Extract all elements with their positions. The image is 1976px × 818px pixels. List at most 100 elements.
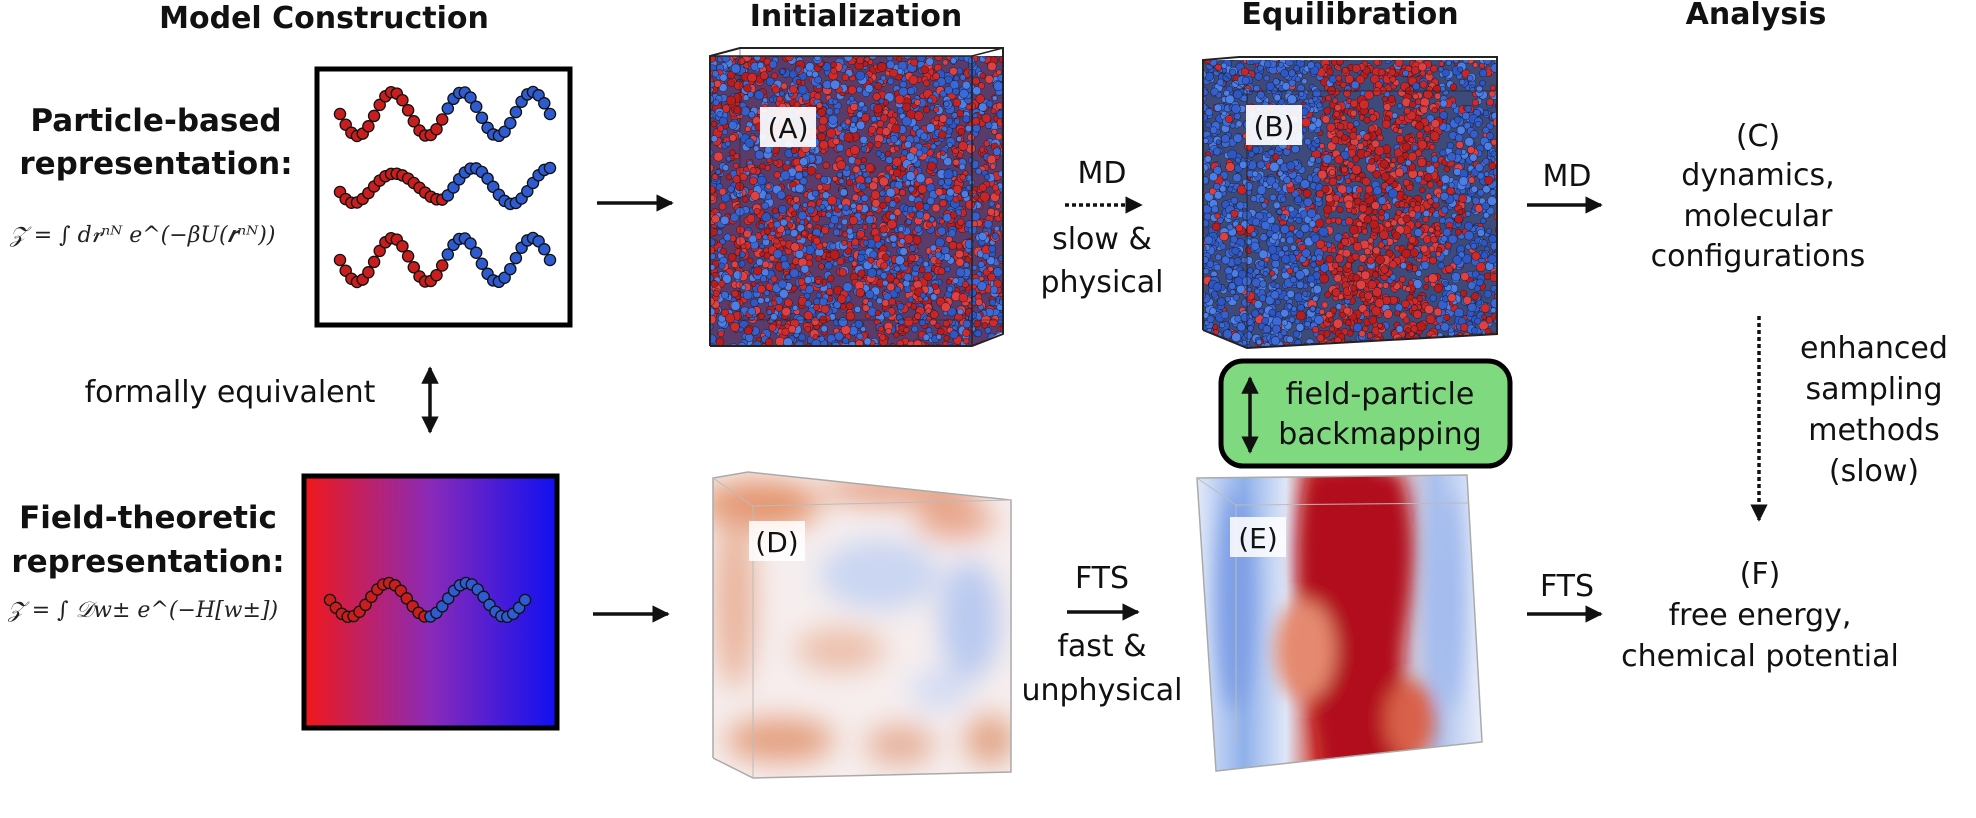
particle-bead bbox=[977, 281, 987, 291]
particle-bead bbox=[1480, 217, 1487, 225]
particle-bead bbox=[894, 265, 901, 272]
particle-bead bbox=[1269, 193, 1277, 202]
particle-bead bbox=[1422, 342, 1432, 348]
particle-bead bbox=[797, 278, 806, 286]
particle-bead bbox=[959, 74, 966, 81]
particle-bead bbox=[856, 56, 865, 65]
particle-bead bbox=[851, 193, 860, 202]
particle-bead bbox=[1474, 204, 1483, 213]
particle-bead bbox=[975, 168, 982, 175]
particle-bead bbox=[1312, 226, 1319, 233]
particle-bead bbox=[801, 230, 808, 237]
particle-bead bbox=[1209, 307, 1217, 315]
particle-bead bbox=[804, 326, 811, 333]
particle-bead bbox=[1195, 167, 1202, 174]
particle-bead bbox=[951, 112, 958, 119]
particle-bead bbox=[1330, 217, 1337, 224]
particle-bead bbox=[718, 116, 728, 126]
particle-bead bbox=[830, 79, 841, 90]
particle-bead bbox=[943, 157, 953, 166]
particle-bead bbox=[733, 270, 743, 280]
particle-bead bbox=[1389, 260, 1398, 269]
particle-bead bbox=[914, 111, 924, 121]
particle-bead bbox=[1419, 186, 1426, 194]
particle-bead bbox=[713, 79, 722, 88]
particle-bead bbox=[876, 62, 887, 73]
particle-bead bbox=[711, 173, 719, 180]
particle-bead bbox=[769, 60, 778, 69]
polymer-bead bbox=[407, 261, 421, 274]
particle-bead bbox=[934, 124, 940, 131]
particle-bead bbox=[1325, 254, 1334, 264]
particle-bead bbox=[1482, 185, 1491, 194]
particle-bead bbox=[962, 115, 971, 123]
particle-bead bbox=[881, 299, 890, 307]
particle-bead bbox=[971, 264, 978, 271]
particle-bead bbox=[952, 87, 960, 96]
particle-bead bbox=[1388, 341, 1399, 348]
particle-bead bbox=[961, 280, 969, 288]
particle-bead bbox=[784, 159, 791, 166]
particle-bead bbox=[1402, 69, 1409, 77]
particle-bead bbox=[879, 190, 886, 197]
particle-bead bbox=[893, 331, 900, 338]
particle-bead bbox=[1288, 205, 1295, 213]
particle-bead bbox=[757, 284, 766, 294]
particle-bead bbox=[764, 146, 772, 154]
particle-bead bbox=[1483, 272, 1492, 280]
particle-bead bbox=[1411, 66, 1420, 75]
particle-bead bbox=[1355, 344, 1365, 348]
particle-bead bbox=[862, 171, 869, 178]
particle-bead bbox=[1462, 296, 1472, 305]
particle-bead bbox=[1482, 109, 1490, 117]
particle-bead bbox=[1194, 241, 1202, 249]
particle-bead bbox=[1357, 142, 1365, 150]
polymer-bead bbox=[367, 255, 381, 269]
polymer-bead bbox=[401, 104, 415, 117]
particle-bead bbox=[818, 116, 828, 126]
particle-bead bbox=[780, 170, 791, 181]
particle-bead bbox=[937, 267, 946, 276]
particle-bead bbox=[820, 325, 828, 333]
polymer-bead bbox=[504, 116, 517, 130]
particle-bead bbox=[1468, 339, 1477, 347]
particle-bead bbox=[747, 307, 756, 316]
particle-bead bbox=[974, 329, 982, 338]
particle-bead bbox=[1311, 326, 1320, 334]
particle-bead bbox=[702, 43, 710, 51]
particle-bead bbox=[1381, 119, 1391, 129]
particle-bead bbox=[1349, 173, 1356, 180]
particle-bead bbox=[926, 48, 932, 54]
particle-bead bbox=[846, 227, 854, 235]
particle-bead bbox=[822, 80, 832, 90]
particle-bead bbox=[929, 244, 937, 252]
particle-bead bbox=[1286, 267, 1294, 275]
particle-bead bbox=[841, 239, 848, 246]
particle-bead bbox=[1429, 294, 1437, 302]
particle-bead bbox=[854, 319, 864, 329]
particle-bead bbox=[737, 57, 746, 65]
particle-bead bbox=[828, 114, 839, 125]
particle-bead bbox=[988, 245, 997, 253]
particle-bead bbox=[850, 202, 857, 210]
particle-bead bbox=[992, 147, 1002, 156]
particle-bead bbox=[874, 310, 882, 317]
particle-bead bbox=[1352, 242, 1363, 252]
particle-bead bbox=[923, 79, 930, 87]
particle-bead bbox=[873, 103, 883, 114]
particle-bead bbox=[1205, 342, 1213, 348]
polymer-bead bbox=[430, 268, 443, 282]
particle-bead bbox=[967, 133, 975, 142]
particle-bead bbox=[1409, 345, 1418, 348]
polymer-bead bbox=[441, 248, 455, 261]
particle-bead bbox=[775, 336, 785, 346]
particle-bead bbox=[712, 289, 720, 297]
particle-bead bbox=[987, 265, 994, 273]
particle-bead bbox=[1286, 290, 1295, 299]
particle-bead bbox=[959, 88, 969, 99]
particle-bead bbox=[761, 260, 770, 269]
particle-bead bbox=[923, 271, 933, 282]
particle-bead bbox=[866, 141, 874, 149]
particle-bead bbox=[1271, 259, 1280, 269]
particle-bead bbox=[995, 203, 1001, 210]
